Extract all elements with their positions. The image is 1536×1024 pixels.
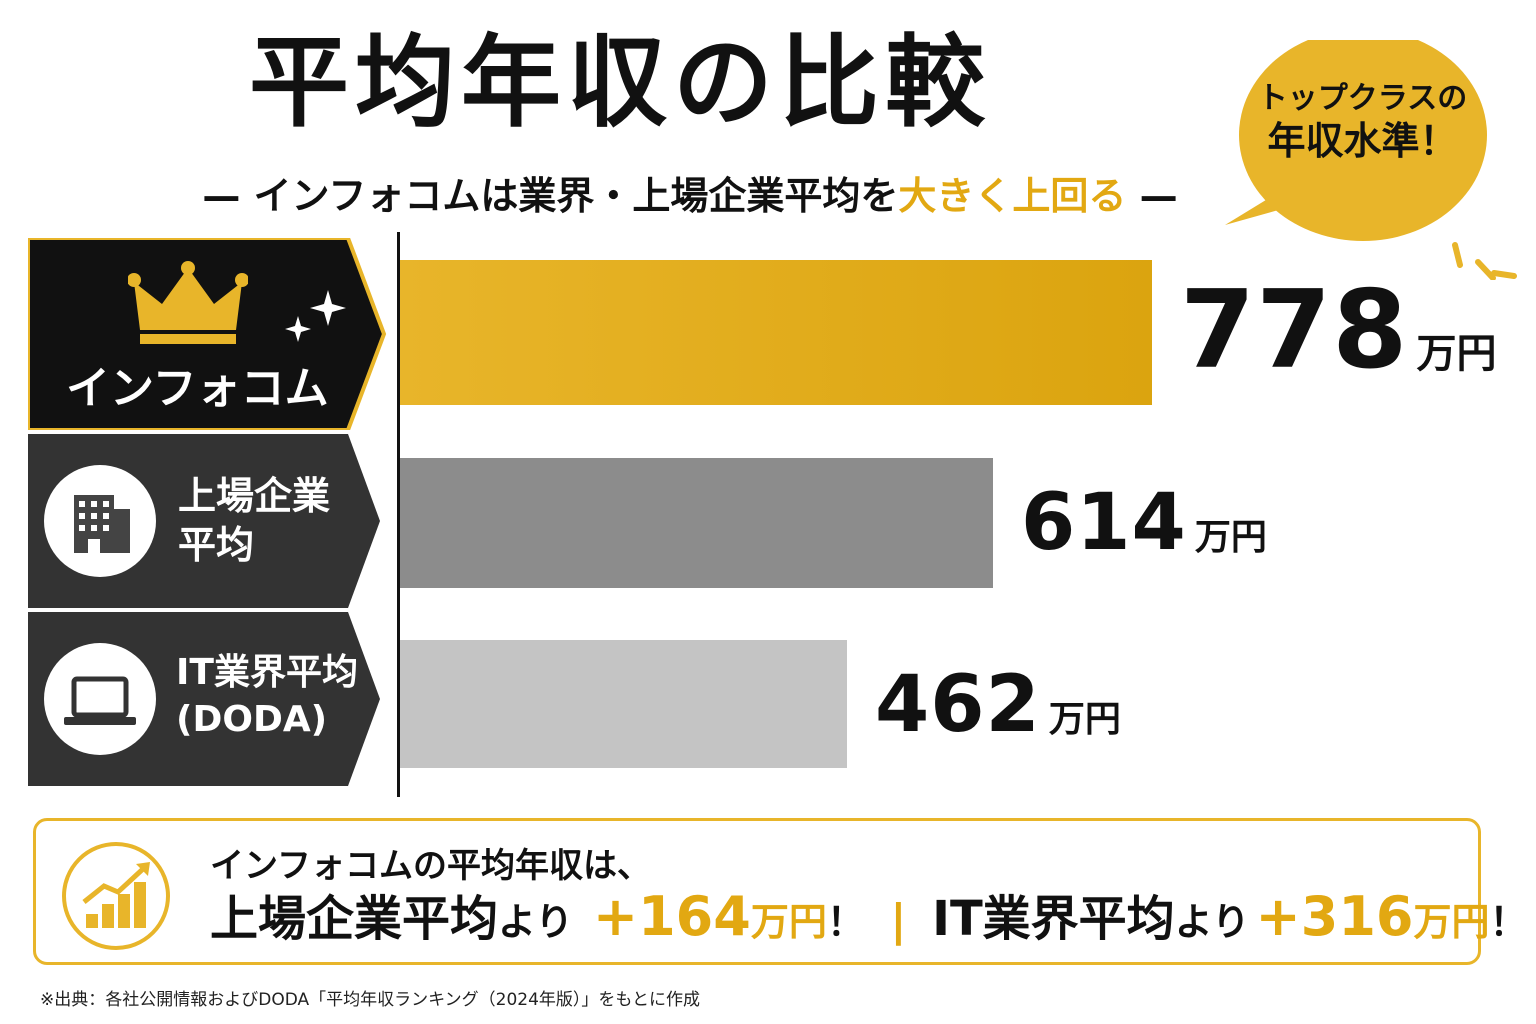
summary-diff-unit: 万円 — [1413, 900, 1490, 944]
speech-bubble — [1220, 29, 1520, 281]
label-listed-line1: 上場企業 — [178, 474, 331, 518]
label-panel-listed: 上場企業 平均 — [28, 434, 388, 608]
summary-line2: 上場企業平均より +164万円！ | IT業界平均より +316万円！ — [210, 890, 1528, 944]
summary-yori: より — [1174, 900, 1250, 944]
burst-line — [1475, 259, 1496, 281]
label-it-line1: IT業界平均 — [176, 652, 358, 693]
value-unit: 万円 — [1194, 517, 1267, 558]
bubble-line1: トップクラスの — [1257, 81, 1468, 116]
summary-box — [33, 818, 1481, 965]
burst-line — [1491, 270, 1517, 279]
value-label-listed: 614 万円 — [1021, 478, 1267, 568]
summary-separator: | — [890, 895, 907, 946]
summary-yori: より — [498, 900, 574, 944]
speech-bubble-text: トップクラスの 年収水準！ — [1245, 80, 1480, 165]
summary-diff-listed: +164 — [592, 885, 751, 948]
value-label-infocom: 778 万円 — [1180, 268, 1496, 393]
label-panel-infocom: インフォコム — [28, 238, 388, 430]
summary-line1: インフォコムの平均年収は、 — [210, 846, 651, 886]
subtitle-dash-left: — — [202, 174, 241, 218]
label-it-line2: (DODA) — [176, 698, 328, 740]
summary-diff-unit: 万円 — [750, 900, 827, 944]
subtitle-main: インフォコムは業界・上場企業平均を — [253, 174, 899, 218]
growth-chart-icon — [60, 840, 172, 952]
sparkle-icon — [280, 288, 350, 348]
value-number: 462 — [875, 660, 1041, 750]
burst-line — [1452, 242, 1463, 268]
subtitle: — インフォコムは業界・上場企業平均を大きく上回る — — [160, 165, 1220, 220]
summary-it-label: IT業界平均 — [932, 891, 1175, 947]
summary-excl: ！ — [826, 900, 865, 944]
bar-it — [400, 640, 847, 768]
page-title: 平均年収の比較 — [249, 24, 991, 141]
value-number: 778 — [1180, 268, 1409, 393]
building-icon — [44, 465, 156, 577]
summary-diff-it: +316 — [1255, 885, 1414, 948]
subtitle-highlight: 大きく上回る — [898, 174, 1127, 218]
subtitle-dash-right: — — [1139, 174, 1178, 218]
bubble-line2: 年収水準！ — [1267, 118, 1458, 163]
crown-icon — [128, 260, 248, 345]
axis-line — [397, 232, 400, 797]
bar-infocom — [400, 260, 1152, 405]
bar-listed — [400, 458, 993, 588]
label-it: IT業界平均 (DODA) — [176, 650, 358, 744]
label-listed-line2: 平均 — [178, 523, 255, 568]
value-number: 614 — [1021, 478, 1187, 568]
label-infocom: インフォコム — [66, 363, 329, 414]
laptop-icon — [44, 643, 156, 755]
source-note: ※出典：各社公開情報およびDODA「平均年収ランキング（2024年版）」をもとに… — [40, 990, 701, 1010]
value-label-it: 462 万円 — [875, 660, 1121, 750]
summary-listed-label: 上場企業平均 — [210, 891, 499, 947]
value-unit: 万円 — [1416, 331, 1497, 377]
label-listed: 上場企業 平均 — [178, 472, 330, 571]
value-unit: 万円 — [1048, 699, 1121, 740]
summary-excl: ！ — [1489, 900, 1528, 944]
label-panel-it: IT業界平均 (DODA) — [28, 612, 388, 786]
